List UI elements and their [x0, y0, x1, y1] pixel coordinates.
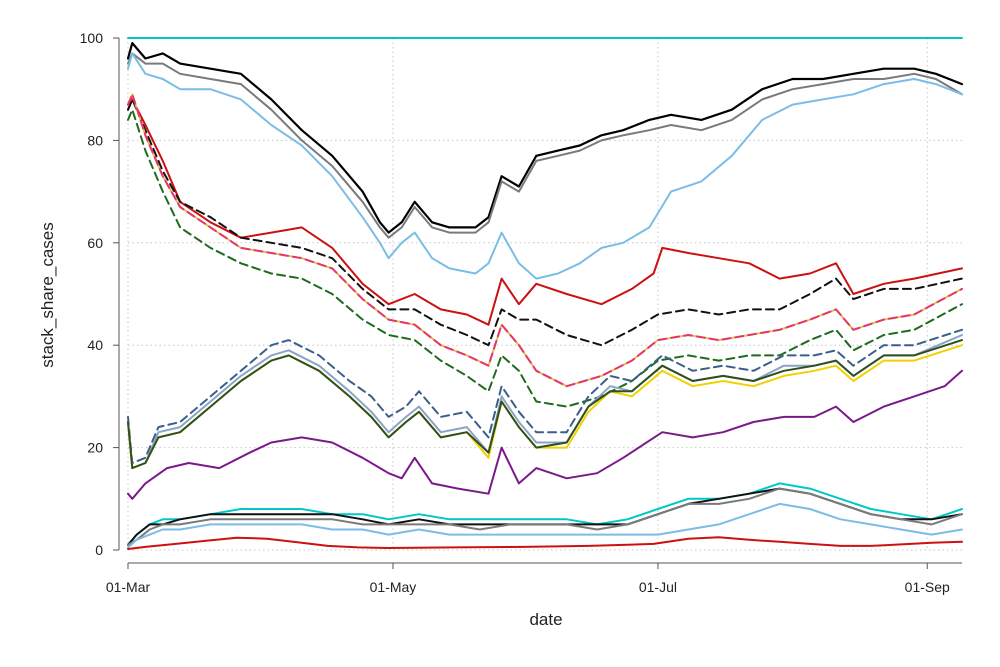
x-tick-label: 01-May [370, 579, 417, 595]
x-tick-label: 01-Mar [106, 579, 151, 595]
y-tick-label: 60 [87, 235, 103, 251]
x-tick-label: 01-Sep [905, 579, 950, 595]
y-tick-label: 40 [87, 337, 103, 353]
gridlines [127, 37, 962, 551]
series-line-19 [127, 536, 963, 550]
y-tick-label: 80 [87, 132, 103, 148]
x-axis-title: date [529, 610, 562, 629]
series-line-14 [127, 369, 963, 500]
series-line-5 [127, 98, 963, 326]
tick-labels: 0 20 40 60 80 100 01-Mar 01-May 01-Jul 01-Sep [80, 30, 950, 595]
series-line-17 [127, 487, 963, 546]
series-line-3 [127, 52, 963, 239]
series-line-10 [127, 328, 963, 464]
series-line-18 [127, 502, 963, 549]
series-line-13 [127, 339, 963, 470]
y-tick-label: 0 [95, 542, 103, 558]
axes [113, 37, 962, 569]
y-axis-title: stack_share_cases [38, 222, 57, 368]
series-line-6 [127, 98, 963, 347]
series-line-2 [126, 42, 964, 234]
series-line-9 [127, 108, 963, 408]
series-line-8 [127, 93, 963, 388]
series-line-4 [127, 52, 963, 280]
y-tick-label: 20 [87, 440, 103, 456]
series-lines [126, 37, 964, 550]
x-tick-label: 01-Jul [639, 579, 677, 595]
y-tick-label: 100 [80, 30, 104, 46]
